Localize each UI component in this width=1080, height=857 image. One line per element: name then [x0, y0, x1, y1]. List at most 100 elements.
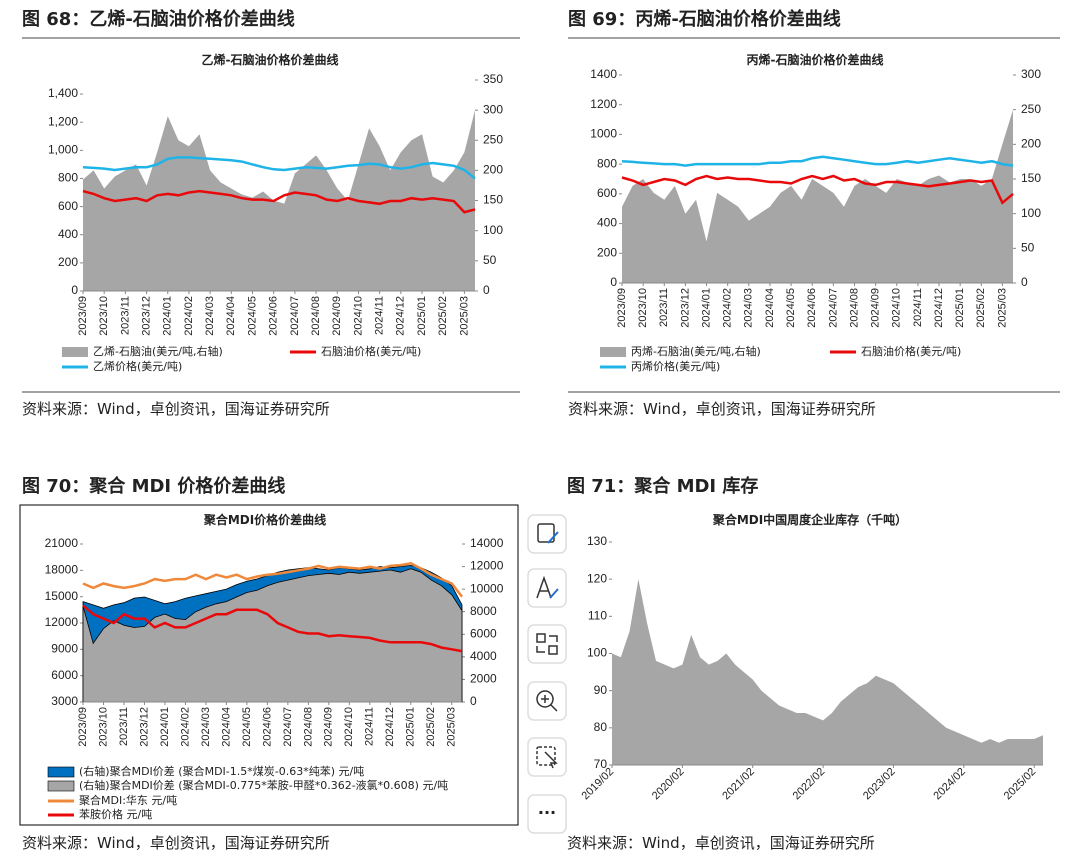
x-tick-label: 2023/10: [98, 296, 110, 336]
area-series: [612, 579, 1043, 765]
y-tick-label: 70: [594, 757, 608, 771]
x-tick-label: 2025/03: [996, 288, 1008, 328]
y2-tick-label: 6000: [470, 626, 497, 640]
icon: [544, 751, 558, 769]
y-tick-label: 0: [71, 283, 78, 297]
icon: [536, 575, 552, 599]
area-series: [82, 568, 463, 703]
area-series: [83, 110, 475, 291]
y2-tick-label: 50: [1021, 241, 1035, 255]
x-tick-label: 2023/12: [140, 296, 152, 336]
icon: [536, 746, 556, 766]
x-tick-label: 2023/02: [861, 766, 898, 803]
x-tick-label: 2023/09: [77, 707, 89, 747]
x-tick-label: 2023/11: [119, 296, 131, 335]
x-tick-label: 2025/01: [416, 296, 428, 336]
x-tick-label: 2025/01: [954, 288, 966, 328]
chart-title: 丙烯-石脑油价格价差曲线: [747, 52, 884, 67]
x-tick-label: 2024/05: [785, 288, 797, 328]
x-tick-label: 2023/09: [616, 288, 628, 328]
x-tick-label: 2024/04: [764, 288, 776, 328]
icon: [547, 531, 559, 544]
y-tick-label: 3000: [51, 694, 78, 708]
line-series: [621, 174, 1014, 205]
y2-tick-label: 8000: [470, 604, 497, 618]
legend-label: 丙烯-石脑油(美元/吨,右轴): [631, 344, 761, 358]
icon: [548, 645, 558, 655]
y-tick-label: 110: [588, 609, 607, 623]
icon: [541, 695, 558, 712]
y2-tick-label: 150: [483, 193, 503, 207]
x-tick-label: 2024/02: [722, 288, 734, 328]
y-tick-label: 800: [58, 171, 78, 185]
chart-title: 聚合MDI中国周度企业库存（千吨）: [712, 512, 907, 527]
y2-tick-label: 50: [483, 253, 497, 267]
y2-tick-label: 150: [1021, 171, 1041, 185]
y-tick-label: 1400: [590, 67, 617, 81]
tool-compare[interactable]: [527, 624, 567, 664]
legend-swatch: [600, 347, 626, 357]
source: 资料来源：Wind，卓创资讯，国海证券研究所: [567, 834, 875, 852]
y-tick-label: 600: [597, 186, 617, 200]
y-tick-label: 200: [58, 255, 78, 269]
x-tick-label: 2023/09: [77, 296, 89, 336]
x-tick-label: 2024/09: [870, 288, 882, 328]
y-tick-label: 1,000: [48, 143, 78, 157]
tool-select[interactable]: [527, 737, 567, 777]
x-tick-label: 2024/04: [220, 707, 232, 747]
x-tick-label: 2024/02: [183, 296, 195, 336]
y-tick-label: 600: [58, 199, 78, 213]
y2-tick-label: 200: [1021, 137, 1041, 151]
x-tick-label: 2024/11: [374, 296, 386, 335]
x-tick-label: 2024/10: [352, 296, 364, 336]
x-tick-label: 2023/10: [637, 288, 649, 328]
x-tick-label: 2025/02: [1002, 766, 1039, 803]
x-tick-label: 2024/11: [364, 707, 376, 746]
tool-image[interactable]: [527, 514, 567, 554]
y-tick-label: 1000: [590, 127, 617, 141]
x-tick-label: 2024/04: [225, 296, 237, 336]
x-tick-label: 2025/01: [405, 707, 417, 747]
tool-more[interactable]: [527, 794, 567, 834]
y-tick-label: 130: [587, 534, 607, 548]
y-tick-label: 15000: [45, 589, 79, 603]
y-tick-label: 120: [587, 571, 607, 585]
x-tick-label: 2024/09: [323, 707, 335, 747]
icon: [537, 523, 555, 543]
x-tick-label: 2024/12: [395, 296, 407, 336]
x-tick-label: 2025/02: [425, 707, 437, 747]
y2-tick-label: 4000: [470, 649, 497, 663]
legend-label: 乙烯-石脑油(美元/吨,右轴): [93, 344, 223, 358]
y-tick-label: 400: [597, 216, 617, 230]
y2-tick-label: 0: [483, 283, 490, 297]
x-tick-label: 2024/12: [384, 707, 396, 747]
tool-zoom[interactable]: [527, 681, 567, 721]
y-tick-label: 6000: [51, 668, 78, 682]
x-tick-label: 2024/08: [310, 296, 322, 336]
x-tick-label: 2024/03: [743, 288, 755, 328]
y2-tick-label: 100: [1021, 206, 1041, 220]
y-tick-label: 1,400: [48, 86, 78, 100]
x-tick-label: 2024/10: [891, 288, 903, 328]
y-tick-label: 1,200: [48, 114, 78, 128]
x-tick-label: 2023/12: [679, 288, 691, 328]
figure-title: 图 69：丙烯-石脑油价格价差曲线: [568, 8, 841, 30]
x-tick-label: 2023/12: [138, 707, 150, 747]
y2-tick-label: 0: [1021, 275, 1028, 289]
y2-tick-label: 250: [483, 132, 503, 146]
legend-label: 丙烯价格(美元/吨): [631, 359, 720, 373]
x-tick-label: 2024/08: [848, 288, 860, 328]
legend-label: 石脑油价格(美元/吨): [321, 344, 421, 358]
y-tick-label: 800: [597, 156, 617, 170]
legend-label: 苯胺价格 元/吨: [79, 807, 152, 821]
x-tick-label: 2024/02: [179, 707, 191, 747]
x-tick-label: 2024/07: [289, 296, 301, 336]
legend-swatch: [47, 780, 75, 792]
line-series: [82, 189, 476, 214]
icon: [549, 588, 559, 599]
y-tick-label: 90: [594, 683, 608, 697]
legend-swatch: [62, 347, 88, 357]
legend-label: 乙烯价格(美元/吨): [93, 359, 182, 373]
x-tick-label: 2022/02: [791, 766, 828, 803]
